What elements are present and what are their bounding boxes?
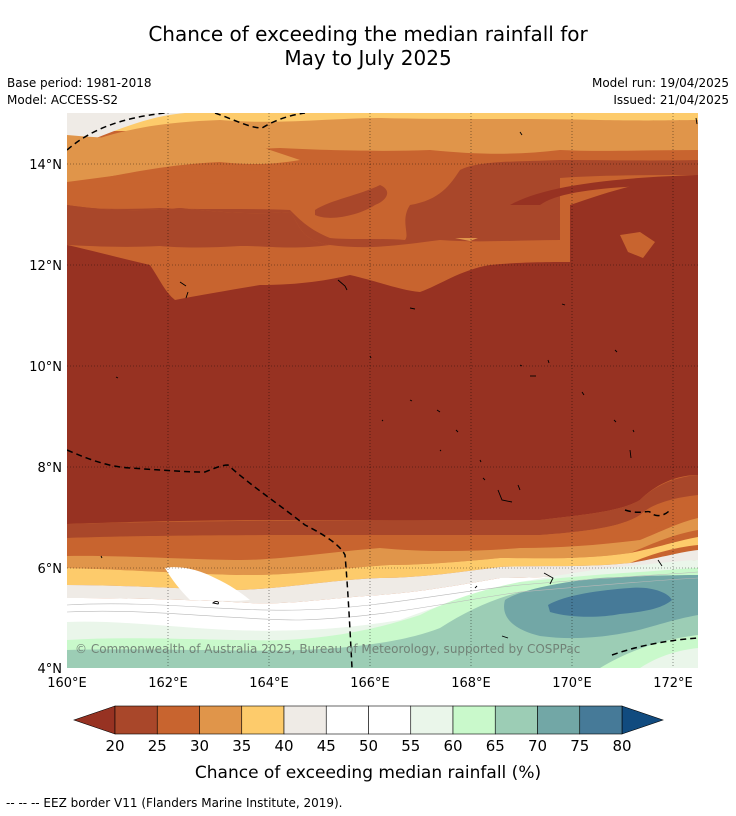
band-20-25-upper — [67, 160, 698, 248]
model-run: Model run: 19/04/2025 — [591, 76, 729, 90]
lat-label-4: 4°N — [38, 662, 63, 677]
lat-label-14: 14°N — [29, 158, 62, 173]
colorbar-swatch — [241, 705, 285, 735]
colorbar-tick-label: 20 — [105, 737, 124, 755]
lon-label-162: 162°E — [148, 676, 188, 691]
colorbar-tick-label: 45 — [317, 737, 336, 755]
band-75-80 — [548, 587, 672, 617]
copyright-notice: © Commonwealth of Australia 2025, Bureau… — [75, 642, 580, 656]
colorbar-tick-label: 55 — [401, 737, 420, 755]
lon-label-168: 168°E — [451, 676, 491, 691]
lon-label-164: 164°E — [249, 676, 289, 691]
base-period: Base period: 1981-2018 — [7, 76, 152, 90]
colorbar: 20 25 30 35 40 45 50 55 60 65 70 75 80 — [73, 705, 664, 755]
contour-field — [67, 113, 698, 668]
colorbar-tick-label: 40 — [274, 737, 293, 755]
chart-title-line2: May to July 2025 — [284, 46, 452, 70]
lon-label-172: 172°E — [653, 676, 693, 691]
lon-label-170: 170°E — [552, 676, 592, 691]
colorbar-swatch — [199, 705, 243, 735]
colorbar-tick-label: 60 — [443, 737, 462, 755]
colorbar-tick-label: 75 — [570, 737, 589, 755]
colorbar-swatch — [325, 705, 369, 735]
colorbar-label: Chance of exceeding median rainfall (%) — [195, 763, 541, 783]
colorbar-tick-label: 30 — [190, 737, 209, 755]
islands — [100, 117, 698, 639]
lat-label-10: 10°N — [29, 360, 62, 375]
colorbar-swatch — [452, 705, 496, 735]
lon-label-160: 160°E — [47, 676, 87, 691]
chart-title-line1: Chance of exceeding the median rainfall … — [148, 22, 588, 46]
colorbar-tick-label: 80 — [612, 737, 631, 755]
rainfall-map: 14°N 12°N 10°N 8°N 6°N 4°N 160°E 162°E 1… — [29, 113, 698, 783]
colorbar-tick-label: 25 — [148, 737, 167, 755]
colorbar-swatch — [579, 705, 623, 735]
colorbar-tick-label: 35 — [232, 737, 251, 755]
band-30-35 — [67, 118, 698, 185]
issued-date: Issued: 21/04/2025 — [613, 93, 729, 107]
band-below-20 — [67, 175, 698, 524]
lat-label-8: 8°N — [38, 461, 63, 476]
eez-border — [67, 113, 698, 668]
model-name: Model: ACCESS-S2 — [7, 93, 119, 107]
colorbar-high-arrow — [621, 705, 664, 735]
colorbar-tick-label: 50 — [359, 737, 378, 755]
colorbar-swatch — [537, 705, 581, 735]
lat-label-12: 12°N — [29, 259, 62, 274]
colorbar-swatch — [283, 705, 327, 735]
eez-footer-note: -- -- -- EEZ border V11 (Flanders Marine… — [6, 796, 343, 810]
lon-label-166: 166°E — [350, 676, 390, 691]
colorbar-tick-label: 70 — [528, 737, 547, 755]
band-40-45-top — [67, 113, 185, 150]
colorbar-swatch — [494, 705, 538, 735]
colorbar-swatch — [410, 705, 454, 735]
colorbar-swatch — [114, 705, 158, 735]
colorbar-low-arrow — [73, 705, 116, 735]
lat-label-6: 6°N — [38, 562, 63, 577]
colorbar-tick-label: 65 — [486, 737, 505, 755]
colorbar-swatch — [156, 705, 200, 735]
graticule — [67, 113, 698, 668]
colorbar-swatch — [368, 705, 412, 735]
